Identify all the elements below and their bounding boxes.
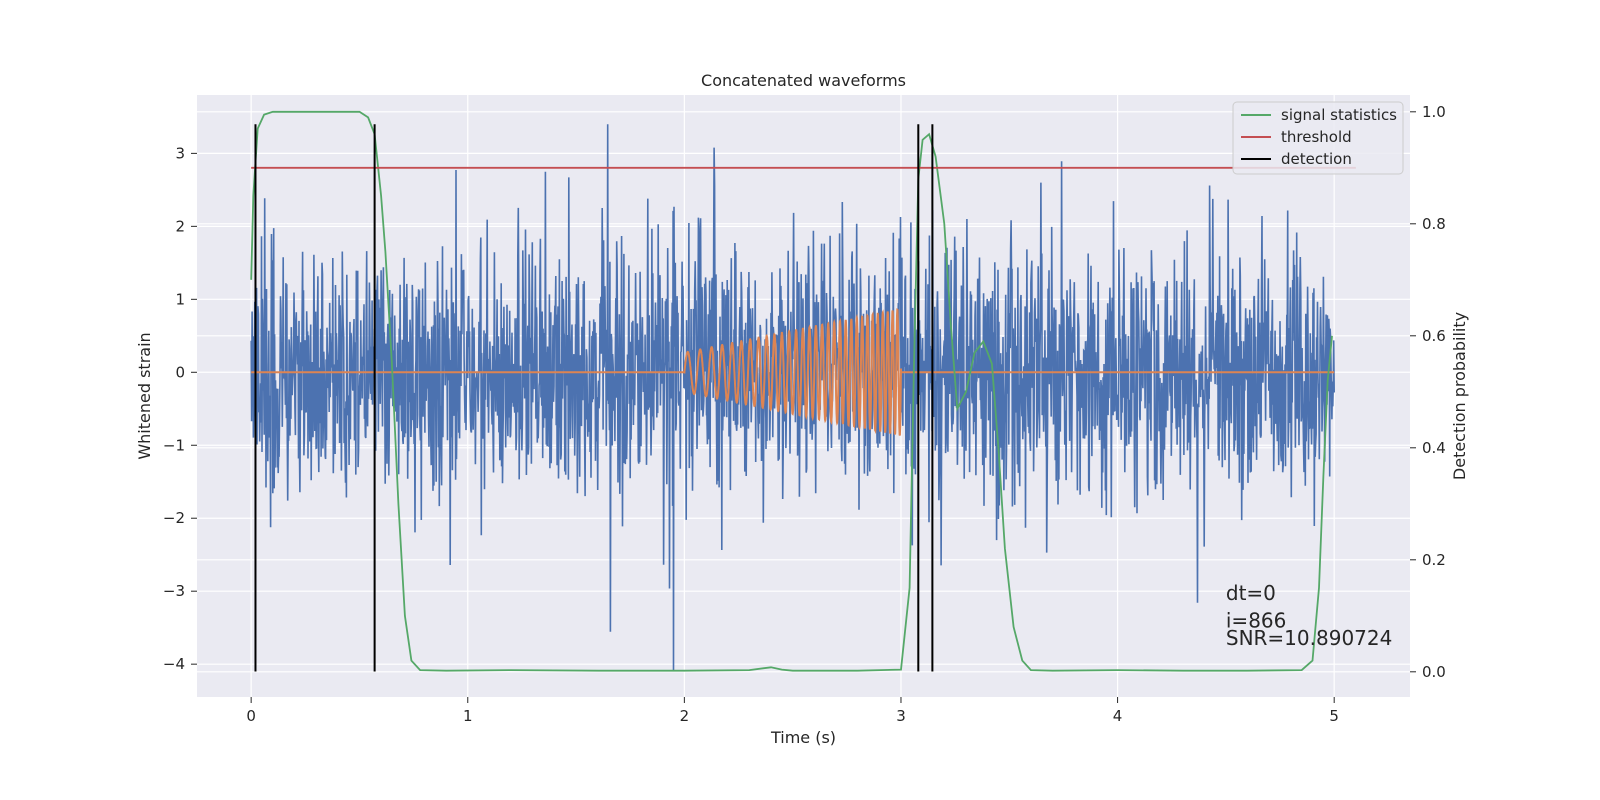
annotation-line: i=866 bbox=[1226, 608, 1287, 632]
y-right-tick-label: 0.8 bbox=[1422, 215, 1446, 233]
y-right-tick-label: 0.6 bbox=[1422, 327, 1446, 345]
y-tick-label: −2 bbox=[163, 509, 185, 527]
y-tick-label: −4 bbox=[163, 655, 185, 673]
y-right-tick-label: 1.0 bbox=[1422, 103, 1446, 121]
y-tick-label: 0 bbox=[175, 363, 185, 381]
x-tick-label: 3 bbox=[896, 707, 906, 725]
plot-area bbox=[250, 110, 1356, 672]
axis-ticks: 0 1 2 3 4 5 −4 −3 −2 −1 0 1 2 3 0.0 0.2 0.4 0.6 0.8 1.0 bbox=[163, 103, 1446, 725]
y-axis-label: Whitened strain bbox=[135, 332, 154, 459]
x-tick-label: 2 bbox=[680, 707, 690, 725]
x-tick-label: 4 bbox=[1113, 707, 1123, 725]
legend-box bbox=[1232, 101, 1404, 175]
y-tick-label: −3 bbox=[163, 582, 185, 600]
injected-waveform-line bbox=[251, 308, 1335, 436]
y-tick-label: 3 bbox=[175, 144, 185, 162]
y-tick-label: −1 bbox=[163, 436, 185, 454]
x-tick-label: 5 bbox=[1329, 707, 1339, 725]
x-axis-label: Time (s) bbox=[770, 728, 836, 747]
y-tick-label: 1 bbox=[175, 290, 185, 308]
legend-label: detection bbox=[1281, 150, 1352, 168]
y-axis-right-label: Detection probability bbox=[1450, 312, 1469, 480]
x-tick-label: 1 bbox=[463, 707, 473, 725]
legend: signal statistics threshold detection bbox=[1232, 101, 1404, 175]
y-tick-label: 2 bbox=[175, 217, 185, 235]
legend-label: signal statistics bbox=[1281, 106, 1397, 124]
y-right-tick-label: 0.0 bbox=[1422, 663, 1446, 681]
chart-title: Concatenated waveforms bbox=[701, 71, 906, 90]
annotation-line: dt=0 bbox=[1226, 581, 1276, 605]
y-right-tick-label: 0.2 bbox=[1422, 551, 1446, 569]
y-right-tick-label: 0.4 bbox=[1422, 439, 1446, 457]
x-tick-label: 0 bbox=[246, 707, 256, 725]
whitened-strain-line bbox=[250, 124, 1335, 672]
annotation-line: SNR=10.890724 bbox=[1226, 626, 1392, 650]
legend-label: threshold bbox=[1281, 128, 1352, 146]
